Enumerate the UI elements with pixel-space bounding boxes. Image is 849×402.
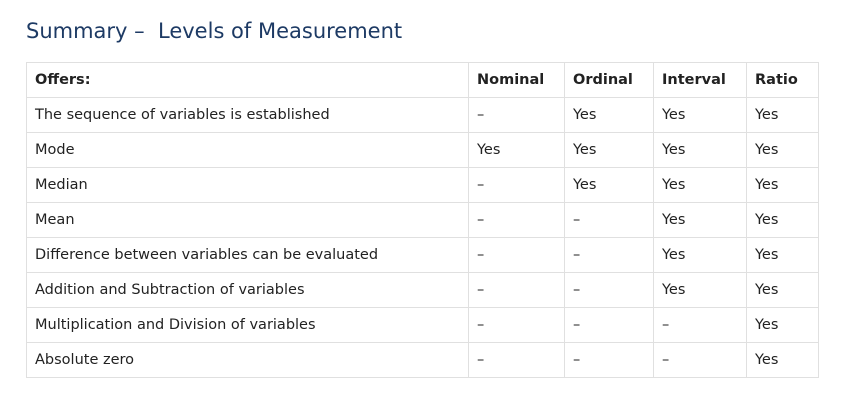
row-label: The sequence of variables is established <box>26 97 469 133</box>
table-row: Median – Yes Yes Yes <box>26 167 819 203</box>
cell-nominal: – <box>468 202 565 238</box>
cell-ordinal: Yes <box>564 132 654 168</box>
cell-interval: Yes <box>653 237 747 273</box>
header-offers: Offers: <box>26 62 469 98</box>
cell-ordinal: – <box>564 272 654 308</box>
cell-interval: Yes <box>653 97 747 133</box>
cell-ordinal: – <box>564 307 654 343</box>
row-label: Difference between variables can be eval… <box>26 237 469 273</box>
table-row: The sequence of variables is established… <box>26 97 819 133</box>
cell-ordinal: – <box>564 237 654 273</box>
cell-ratio: Yes <box>746 272 819 308</box>
levels-of-measurement-table: Offers: Nominal Ordinal Interval Ratio T… <box>26 62 819 378</box>
cell-interval: Yes <box>653 272 747 308</box>
cell-nominal: – <box>468 167 565 203</box>
row-label: Addition and Subtraction of variables <box>26 272 469 308</box>
cell-interval: Yes <box>653 132 747 168</box>
cell-interval: Yes <box>653 167 747 203</box>
cell-ratio: Yes <box>746 342 819 378</box>
cell-nominal: Yes <box>468 132 565 168</box>
cell-ratio: Yes <box>746 97 819 133</box>
page-title: Summary – Levels of Measurement <box>26 19 403 43</box>
table-row: Mode Yes Yes Yes Yes <box>26 132 819 168</box>
cell-nominal: – <box>468 237 565 273</box>
cell-ratio: Yes <box>746 167 819 203</box>
table-row: Addition and Subtraction of variables – … <box>26 272 819 308</box>
table-row: Mean – – Yes Yes <box>26 202 819 238</box>
cell-nominal: – <box>468 97 565 133</box>
cell-ordinal: Yes <box>564 97 654 133</box>
cell-nominal: – <box>468 342 565 378</box>
cell-interval: Yes <box>653 202 747 238</box>
cell-interval: – <box>653 342 747 378</box>
row-label: Multiplication and Division of variables <box>26 307 469 343</box>
cell-ordinal: – <box>564 342 654 378</box>
table-row: Difference between variables can be eval… <box>26 237 819 273</box>
header-interval: Interval <box>653 62 747 98</box>
cell-nominal: – <box>468 307 565 343</box>
row-label: Median <box>26 167 469 203</box>
header-ordinal: Ordinal <box>564 62 654 98</box>
cell-ratio: Yes <box>746 237 819 273</box>
cell-ratio: Yes <box>746 202 819 238</box>
header-nominal: Nominal <box>468 62 565 98</box>
cell-ratio: Yes <box>746 132 819 168</box>
table-row: Multiplication and Division of variables… <box>26 307 819 343</box>
cell-ordinal: Yes <box>564 167 654 203</box>
row-label: Mean <box>26 202 469 238</box>
table-row: Absolute zero – – – Yes <box>26 342 819 378</box>
row-label: Mode <box>26 132 469 168</box>
cell-ratio: Yes <box>746 307 819 343</box>
table-header-row: Offers: Nominal Ordinal Interval Ratio <box>26 62 819 98</box>
row-label: Absolute zero <box>26 342 469 378</box>
cell-nominal: – <box>468 272 565 308</box>
header-ratio: Ratio <box>746 62 819 98</box>
cell-interval: – <box>653 307 747 343</box>
cell-ordinal: – <box>564 202 654 238</box>
